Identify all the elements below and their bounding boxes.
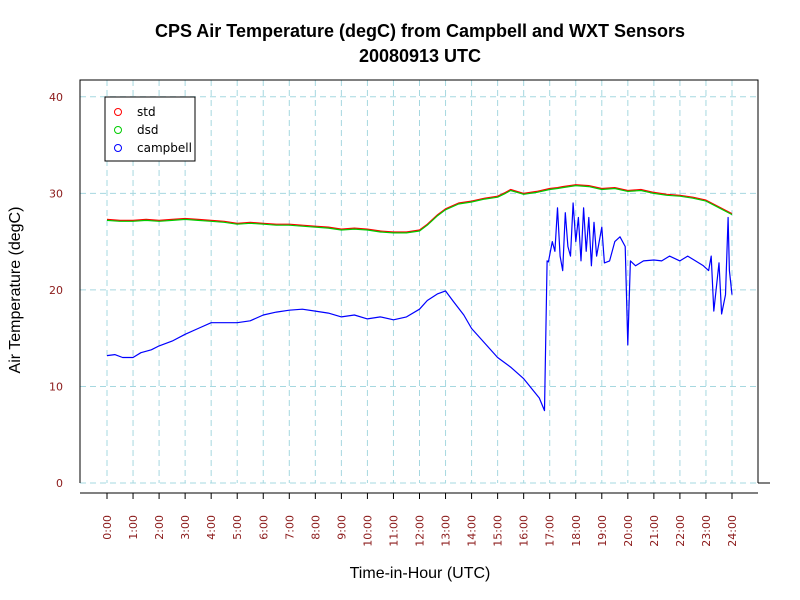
- x-tick-label: 17:00: [544, 515, 557, 547]
- x-tick-label: 4:00: [205, 515, 218, 540]
- legend-marker-campbell: [114, 144, 122, 152]
- x-tick-label: 20:00: [622, 515, 635, 547]
- x-tick-label: 8:00: [309, 515, 322, 540]
- y-tick-label: 0: [56, 477, 63, 490]
- series-line-dsd: [106, 185, 733, 234]
- legend-label-dsd: dsd: [137, 123, 159, 137]
- x-tick-label: 19:00: [596, 515, 609, 547]
- x-tick-label: 12:00: [414, 515, 427, 547]
- x-tick-label: 16:00: [518, 515, 531, 547]
- chart-title: CPS Air Temperature (degC) from Campbell…: [155, 21, 685, 41]
- x-tick-label: 14:00: [466, 515, 479, 547]
- frame-border: [79, 79, 759, 483]
- y-axis-label: Air Temperature (degC): [7, 207, 24, 374]
- x-tick-label: 9:00: [335, 515, 348, 540]
- series-line-std: [106, 184, 733, 233]
- y-tick-label: 20: [49, 284, 63, 297]
- legend-box: [104, 96, 196, 162]
- x-tick-label: 7:00: [283, 515, 296, 540]
- legend-label-campbell: campbell: [137, 141, 192, 155]
- series-lines: [106, 184, 733, 412]
- legend-label-std: std: [137, 105, 156, 119]
- x-tick-label: 13:00: [440, 515, 453, 547]
- x-tick-label: 18:00: [570, 515, 583, 547]
- legend-marker-dsd: [114, 126, 122, 134]
- x-tick-label: 3:00: [179, 515, 192, 540]
- grid-lines: [80, 80, 758, 484]
- plot-frame: [79, 79, 770, 484]
- legend: std dsd campbell: [104, 96, 196, 162]
- y-axis-ticks: 0 10 20 30 40: [49, 91, 63, 490]
- y-tick-label: 10: [49, 380, 63, 393]
- x-axis-label: Time-in-Hour (UTC): [350, 565, 491, 582]
- x-tick-label: 21:00: [648, 515, 661, 547]
- legend-marker-std: [114, 108, 122, 116]
- x-tick-label: 2:00: [153, 515, 166, 540]
- x-tick-label: 5:00: [231, 515, 244, 540]
- x-tick-label: 6:00: [257, 515, 270, 540]
- chart-subtitle: 20080913 UTC: [359, 46, 481, 66]
- x-tick-label: 24:00: [726, 515, 739, 547]
- x-tick-label: 1:00: [127, 515, 140, 540]
- x-tick-label: 22:00: [674, 515, 687, 547]
- x-axis-ticks: 0:00 1:00 2:00 3:00 4:00 5:00 6:00 7:00 8:00 9:00…: [80, 492, 758, 547]
- x-tick-label: 11:00: [387, 515, 400, 547]
- x-tick-label: 10:00: [361, 515, 374, 547]
- series-line-campbell: [106, 202, 733, 412]
- y-tick-label: 30: [49, 187, 63, 200]
- x-tick-label: 15:00: [492, 515, 505, 547]
- y-tick-label: 40: [49, 91, 63, 104]
- x-tick-label: 0:00: [101, 515, 114, 540]
- x-tick-label: 23:00: [700, 515, 713, 547]
